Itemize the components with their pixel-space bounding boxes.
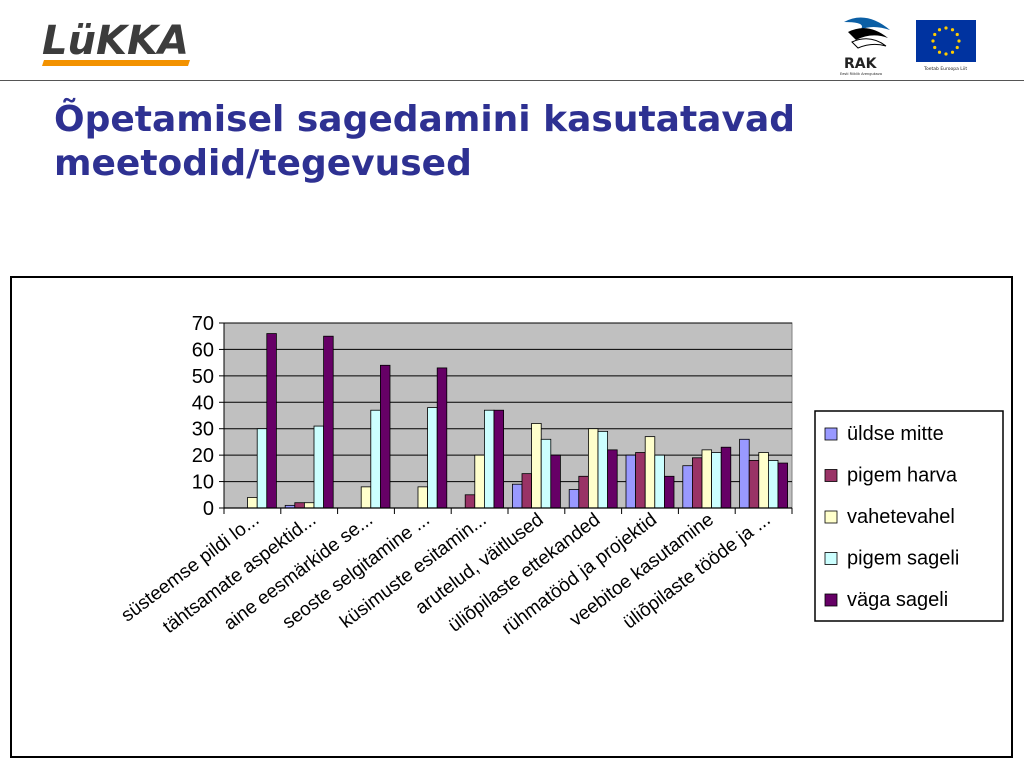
legend-swatch xyxy=(824,427,838,441)
bar-2-2 xyxy=(294,502,305,509)
legend-swatch xyxy=(824,469,838,482)
slide-title-line2: meetodid/tegevused xyxy=(54,143,472,184)
bar-2-10 xyxy=(748,460,760,509)
legend-label: vahetevahel xyxy=(847,506,955,528)
rak-subtitle: Eesti Riiklik Arengukava xyxy=(840,72,882,76)
bar-3-7 xyxy=(588,428,599,509)
legend-swatch xyxy=(824,593,838,607)
legend-label: pigem sageli xyxy=(847,548,959,570)
chart-frame: 0 10 20 30 40 50 60 70 süsteemse pildi lo... täht… xyxy=(10,276,1013,758)
lukka-logo: LüKKA xyxy=(40,14,200,70)
rak-swoosh-icon xyxy=(844,17,890,30)
eu-flag-logo: Toetab Euroopa Liit xyxy=(914,20,978,72)
bar-2-6 xyxy=(521,473,533,509)
y-tick-label: 20 xyxy=(192,445,214,467)
bar-2-7 xyxy=(578,475,589,509)
bar-1-6 xyxy=(511,483,523,509)
bar-5-4 xyxy=(436,367,448,509)
eu-star-icon xyxy=(950,28,955,32)
y-tick-label: 40 xyxy=(192,392,214,414)
lukka-logo-swoosh xyxy=(42,60,190,66)
bar-5-10 xyxy=(777,462,789,509)
bar-3-3 xyxy=(360,486,372,509)
legend-label: üldse mitte xyxy=(847,423,944,445)
eu-star-icon xyxy=(957,39,961,43)
eu-star-icon xyxy=(933,32,937,37)
eu-star-icon xyxy=(933,45,937,50)
y-tick-label: 60 xyxy=(192,339,214,361)
eu-star-icon xyxy=(931,39,935,43)
bar-5-8 xyxy=(664,475,675,509)
y-tick-label: 30 xyxy=(192,419,214,441)
eu-flag-icon xyxy=(916,20,976,62)
eu-star-icon xyxy=(955,45,959,50)
y-tick-label: 10 xyxy=(192,472,214,494)
bar-5-9 xyxy=(720,446,732,509)
bar-4-8 xyxy=(654,454,665,509)
bar-4-7 xyxy=(597,430,609,509)
bar-3-6 xyxy=(531,423,542,509)
y-tick-label: 50 xyxy=(192,366,214,388)
y-tick-label: 0 xyxy=(203,498,214,520)
bar-4-10 xyxy=(768,460,779,509)
bar-3-8 xyxy=(644,436,656,509)
bar-5-2 xyxy=(323,335,334,509)
bar-3-10 xyxy=(758,452,769,509)
header-divider xyxy=(0,80,1024,81)
bar-3-2 xyxy=(303,502,315,509)
bar-5-5 xyxy=(493,409,505,509)
bar-5-7 xyxy=(607,449,618,509)
eu-star-icon xyxy=(955,32,959,37)
bar-4-2 xyxy=(313,425,325,509)
legend-label: väga sageli xyxy=(847,589,948,611)
bar-2-5 xyxy=(464,494,476,509)
bar-4-1 xyxy=(256,428,268,509)
rak-logo-text: RAK xyxy=(844,56,878,72)
y-tick-label: 70 xyxy=(192,313,214,335)
slide-title: Õpetamisel sagedamini kasutatavad meetod… xyxy=(54,98,795,186)
bar-1-7 xyxy=(568,489,580,509)
bar-3-9 xyxy=(701,449,713,509)
bar-4-3 xyxy=(370,409,381,509)
bar-4-5 xyxy=(483,409,495,509)
bar-5-6 xyxy=(550,454,561,509)
eu-star-icon xyxy=(944,52,948,56)
slide-title-line1: Õpetamisel sagedamini kasutatavad xyxy=(54,99,796,140)
bar-1-10 xyxy=(739,438,750,509)
eu-star-icon xyxy=(937,28,942,32)
bar-2-9 xyxy=(692,457,703,509)
legend-swatch xyxy=(824,510,838,524)
bar-4-4 xyxy=(427,407,438,509)
bar-3-5 xyxy=(474,454,485,509)
eu-star-icon xyxy=(950,50,955,54)
bar-2-8 xyxy=(635,452,646,509)
legend: üldse mitte pigem harva vahetevahel pigem s… xyxy=(814,410,1004,622)
legend-label: pigem harva xyxy=(847,465,958,487)
bar-3-1 xyxy=(247,497,258,509)
legend-swatch xyxy=(824,552,838,565)
eu-stars-icon xyxy=(931,26,961,56)
eu-caption: Toetab Euroopa Liit xyxy=(923,66,967,72)
bar-4-6 xyxy=(540,438,552,509)
bar-4-9 xyxy=(711,452,722,509)
rak-logo: RAK Eesti Riiklik Arengukava xyxy=(838,12,896,78)
bar-5-3 xyxy=(379,364,391,509)
bar-5-1 xyxy=(266,333,277,509)
bar-1-9 xyxy=(682,465,693,509)
eu-star-icon xyxy=(944,26,948,30)
lukka-logo-text: LüKKA xyxy=(42,18,189,64)
legend-box xyxy=(814,410,1004,622)
eu-star-icon xyxy=(937,50,942,54)
bar-1-8 xyxy=(625,454,637,509)
bar-3-4 xyxy=(417,486,429,509)
